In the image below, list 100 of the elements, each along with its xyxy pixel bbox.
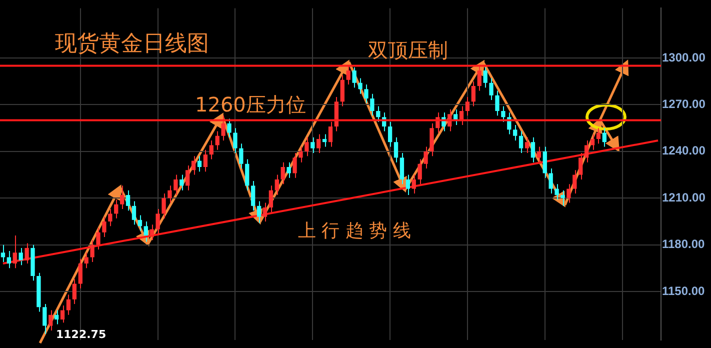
candlestick — [560, 190, 565, 206]
candlestick — [483, 66, 488, 88]
candlestick — [566, 184, 571, 204]
candlestick — [221, 115, 226, 142]
candlestick — [18, 247, 23, 266]
y-tick-label: 1180.00 — [662, 237, 706, 252]
candlestick — [156, 208, 160, 234]
candlestick — [42, 303, 47, 334]
candlestick — [501, 106, 506, 122]
candlestick — [495, 90, 500, 116]
candlestick — [233, 128, 238, 154]
candlestick — [132, 200, 136, 226]
candlestick — [280, 162, 285, 185]
candlestick — [174, 174, 178, 196]
candlestick — [72, 278, 77, 304]
candlestick — [554, 184, 559, 200]
candlestick — [245, 158, 250, 191]
candlestick — [239, 143, 244, 170]
candlestick — [548, 168, 553, 194]
candlestick — [256, 200, 262, 224]
candlestick — [513, 124, 518, 142]
candlestick — [150, 224, 154, 241]
candlestick — [126, 190, 130, 212]
candlestick — [536, 146, 542, 163]
candlestick — [262, 202, 268, 222]
candlestick — [412, 174, 416, 194]
candlestick — [209, 140, 214, 160]
candlestick — [524, 136, 530, 154]
candlestick — [66, 294, 71, 316]
candlestick — [602, 128, 607, 148]
candlestick — [108, 208, 112, 227]
candlestick — [542, 146, 547, 178]
candlestick — [430, 122, 434, 157]
y-tick-label: 1300.00 — [662, 50, 706, 64]
candlestick — [322, 134, 327, 148]
candlestick — [518, 130, 524, 154]
candlestick — [215, 130, 220, 150]
candlestick — [0, 244, 6, 262]
candlestick — [96, 227, 100, 250]
candlestick — [471, 80, 476, 107]
candlestick — [90, 240, 94, 262]
candlestick — [138, 214, 142, 232]
candlestick — [352, 66, 356, 88]
y-tick-label: 1270.00 — [662, 97, 706, 112]
candlestick — [424, 146, 428, 170]
candlestick — [168, 185, 172, 204]
candlestick — [251, 180, 256, 212]
candlestick — [197, 156, 202, 172]
ref-line-label: 1260压力位 — [195, 92, 306, 116]
candlestick — [477, 65, 482, 92]
candlestick — [227, 118, 232, 138]
candlestick — [394, 136, 398, 163]
candlestick — [54, 310, 59, 325]
candlestick — [114, 199, 118, 219]
candlestick — [340, 74, 344, 107]
annotation: 上 行 趋 势 线 — [298, 220, 411, 242]
candlestick — [388, 121, 392, 148]
candlestick — [78, 258, 82, 289]
candlestick — [590, 134, 595, 150]
candlestick — [530, 136, 536, 163]
candlestick — [489, 78, 494, 101]
candlestick — [48, 310, 53, 331]
candlestick — [185, 164, 190, 191]
candlestick — [328, 121, 333, 148]
candlestick — [418, 158, 422, 185]
candlestick — [191, 156, 196, 176]
candlestick — [203, 149, 208, 172]
candlestick — [12, 234, 17, 269]
candlestick — [304, 136, 309, 157]
candlestick — [144, 220, 148, 242]
y-tick-label: 1210.00 — [662, 190, 706, 204]
candlestick — [364, 84, 368, 104]
candlestick — [584, 140, 589, 163]
candlestick — [24, 242, 29, 264]
candlestick — [274, 174, 279, 196]
candlestick — [286, 162, 291, 178]
candlestick — [60, 305, 65, 324]
candlestick — [316, 134, 321, 154]
candlestick — [162, 192, 166, 219]
candlestick — [370, 93, 374, 116]
candlestick — [268, 185, 274, 213]
candlestick — [465, 96, 470, 116]
candlestick — [180, 174, 184, 191]
candlestick — [292, 152, 297, 178]
candlestick — [120, 185, 124, 210]
ref-line-label: 双顶压制 — [368, 38, 448, 62]
candlestick — [346, 65, 350, 85]
annotation: 1122.75 — [56, 328, 106, 341]
candlestick — [358, 78, 362, 94]
candlestick — [406, 174, 410, 196]
candlestick — [572, 170, 577, 194]
candlestick — [298, 146, 303, 163]
candlestick — [376, 106, 380, 122]
text: 现货黄金日线图 — [55, 32, 209, 57]
candlestick — [310, 136, 315, 154]
y-tick-label: 1150.00 — [662, 284, 706, 298]
y-tick-label: 1240.00 — [662, 144, 706, 158]
candlestick — [400, 152, 404, 185]
candlestick — [102, 216, 106, 238]
candlestick — [596, 128, 601, 144]
